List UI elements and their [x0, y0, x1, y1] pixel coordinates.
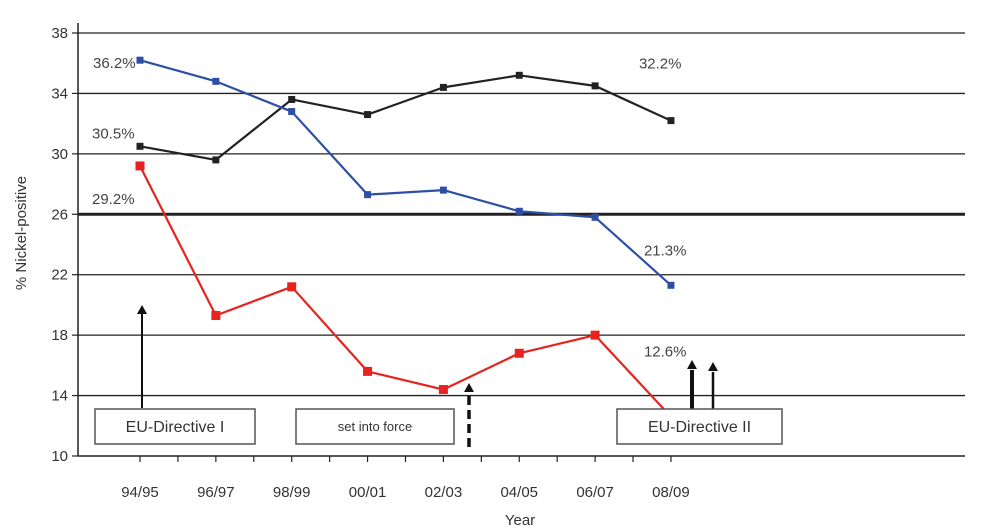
data-point: [287, 282, 297, 292]
series-line: [139, 74, 672, 161]
series-line: [139, 59, 672, 287]
value-annotation: 29.2%: [92, 191, 135, 208]
y-tick-label: 14: [51, 388, 68, 405]
data-point: [667, 281, 675, 289]
arrow-head: [687, 360, 697, 369]
data-point: [135, 161, 145, 171]
y-tick-label: 38: [51, 25, 68, 42]
directive-box-label: EU-Directive II: [648, 419, 751, 436]
y-tick-label: 30: [51, 146, 68, 163]
value-annotation: 32.2%: [639, 56, 682, 73]
data-point: [591, 213, 599, 221]
data-point: [363, 366, 373, 376]
x-axis-title: Year: [505, 512, 535, 529]
arrow-head: [464, 383, 474, 392]
y-tick-label: 22: [51, 267, 68, 284]
data-point: [667, 117, 675, 125]
y-tick-label: 26: [51, 206, 68, 223]
x-tick-label: 00/01: [349, 484, 387, 501]
data-point: [591, 82, 599, 90]
directive-box: [295, 408, 455, 445]
data-point: [515, 71, 523, 79]
y-axis: 10 14 18 22 26 30 34 38: [51, 23, 79, 465]
value-annotation: 36.2%: [93, 55, 136, 72]
value-annotation: 30.5%: [92, 125, 135, 142]
value-annotation: 21.3%: [644, 242, 687, 259]
directive-box: [616, 408, 783, 445]
series-layer: 36.2% 30.5% 29.2% 32.2% 21.3% 12.6%: [92, 55, 687, 422]
data-point: [439, 186, 447, 194]
directive-markers: EU-Directive I set into force EU-Directive…: [94, 305, 783, 447]
x-tick-label: 04/05: [500, 484, 538, 501]
y-tick-label: 18: [51, 327, 68, 344]
gridlines: [78, 32, 965, 397]
x-tick-label: 06/07: [576, 484, 614, 501]
data-point: [364, 191, 372, 199]
data-point: [514, 348, 524, 358]
x-tick-label: 02/03: [425, 484, 463, 501]
data-point: [590, 330, 600, 340]
arrow-head: [708, 362, 718, 371]
data-point: [364, 111, 372, 119]
data-point: [136, 56, 144, 64]
data-point: [438, 385, 448, 395]
x-tick-label: 94/95: [121, 484, 159, 501]
data-point: [211, 311, 221, 321]
x-axis: 94/95 96/97 98/99 00/01 02/03 04/05 06/07 08/09: [78, 455, 965, 501]
data-point: [288, 95, 296, 103]
x-tick-label: 96/97: [197, 484, 235, 501]
data-point: [212, 156, 220, 164]
directive-box-label: EU-Directive I: [126, 419, 225, 436]
directive-box-label: set into force: [338, 419, 412, 434]
arrow-head: [137, 305, 147, 314]
value-annotation: 12.6%: [644, 344, 687, 361]
directive-box: [94, 408, 256, 445]
data-point: [212, 77, 220, 85]
data-point: [136, 142, 144, 150]
x-tick-label: 98/99: [273, 484, 311, 501]
data-point: [439, 83, 447, 91]
x-tick-label: 08/09: [652, 484, 690, 501]
y-tick-label: 10: [51, 448, 68, 465]
data-point: [288, 108, 296, 116]
series-line: [139, 165, 672, 418]
data-point: [515, 207, 523, 215]
y-tick-label: 34: [51, 85, 68, 102]
y-axis-title: % Nickel-positive: [13, 176, 30, 290]
